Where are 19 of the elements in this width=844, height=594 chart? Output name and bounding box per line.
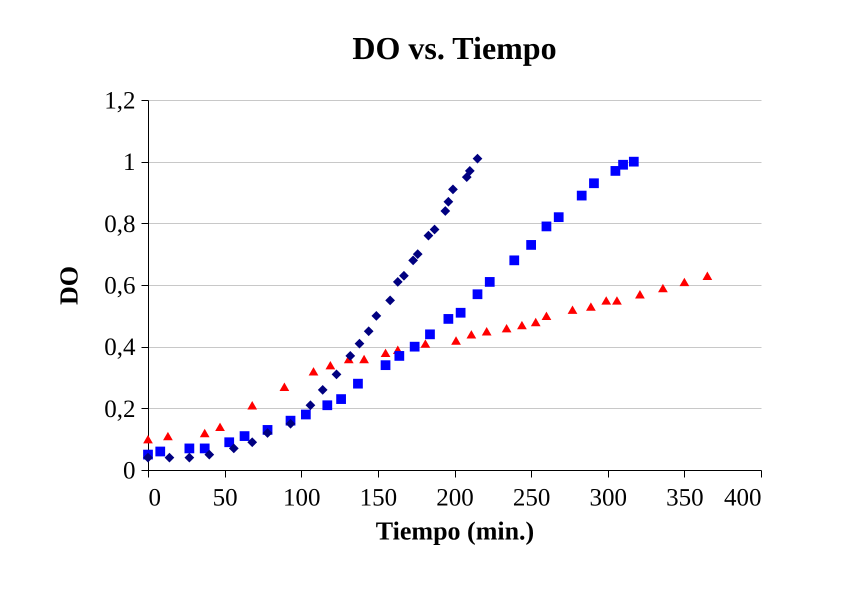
x-tick-label: 400 (724, 484, 762, 512)
y-tick-label: 0,4 (104, 334, 136, 362)
x-tick-label: 250 (512, 484, 550, 512)
x-tick-label: 0 (148, 484, 161, 512)
x-tick-label: 100 (283, 484, 320, 512)
y-tick-label: 0 (123, 458, 136, 484)
chart-title: DO vs. Tiempo (352, 30, 557, 66)
x-tick-label: 200 (436, 484, 474, 512)
x-axis-title: Tiempo (min.) (376, 516, 534, 546)
y-tick-label: 0,8 (104, 210, 136, 238)
x-tick-label: 350 (666, 484, 704, 512)
y-tick-label: 1,2 (104, 88, 136, 114)
y-tick-label: 0,6 (104, 272, 136, 300)
x-tick-label: 150 (360, 484, 398, 512)
y-axis-title: DO (54, 266, 84, 305)
y-tick-label: 0,2 (104, 396, 136, 423)
x-tick-label: 300 (590, 484, 627, 512)
x-tick-label: 50 (212, 484, 238, 512)
y-tick-label: 1 (123, 149, 136, 176)
